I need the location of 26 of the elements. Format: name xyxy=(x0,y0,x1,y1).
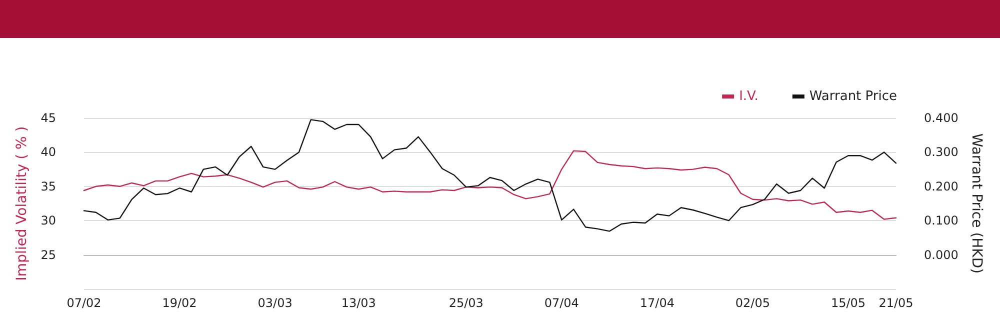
y2-tick-label: 0.000 xyxy=(924,248,958,262)
y-tick-label: 45 xyxy=(40,111,56,125)
y-axis-title: Implied Volatility ( % ) xyxy=(14,126,30,281)
y-tick-label: 40 xyxy=(40,145,56,160)
y2-tick-label: 0.400 xyxy=(924,111,958,125)
x-tick-label: 21/05 xyxy=(878,296,914,310)
line-series xyxy=(83,119,897,232)
line-series xyxy=(83,150,897,220)
x-tick-label: 02/05 xyxy=(735,296,770,310)
x-tick-label: 15/05 xyxy=(830,296,866,310)
x-tick-label: 25/03 xyxy=(448,296,484,310)
x-tick-label: 07/02 xyxy=(66,296,102,310)
legend-label: Warrant Price xyxy=(809,89,898,104)
y2-tick-label: 0.300 xyxy=(924,145,958,160)
x-tick-label: 07/04 xyxy=(544,296,579,310)
x-tick-label: 03/03 xyxy=(258,296,292,310)
y2-tick-label: 0.200 xyxy=(924,179,958,194)
y2-tick-label: 0.100 xyxy=(924,214,958,228)
y-tick-label: 35 xyxy=(40,179,56,194)
y2-axis-title: Warrant Price (HKD) xyxy=(968,133,984,274)
y-tick-label: 30 xyxy=(40,214,56,228)
x-tick-label: 13/03 xyxy=(341,296,376,310)
x-tick-label: 17/04 xyxy=(640,296,674,310)
x-tick-label: 19/02 xyxy=(162,296,197,310)
legend-label: I.V. xyxy=(739,89,758,104)
y-tick-label: 25 xyxy=(40,248,56,262)
